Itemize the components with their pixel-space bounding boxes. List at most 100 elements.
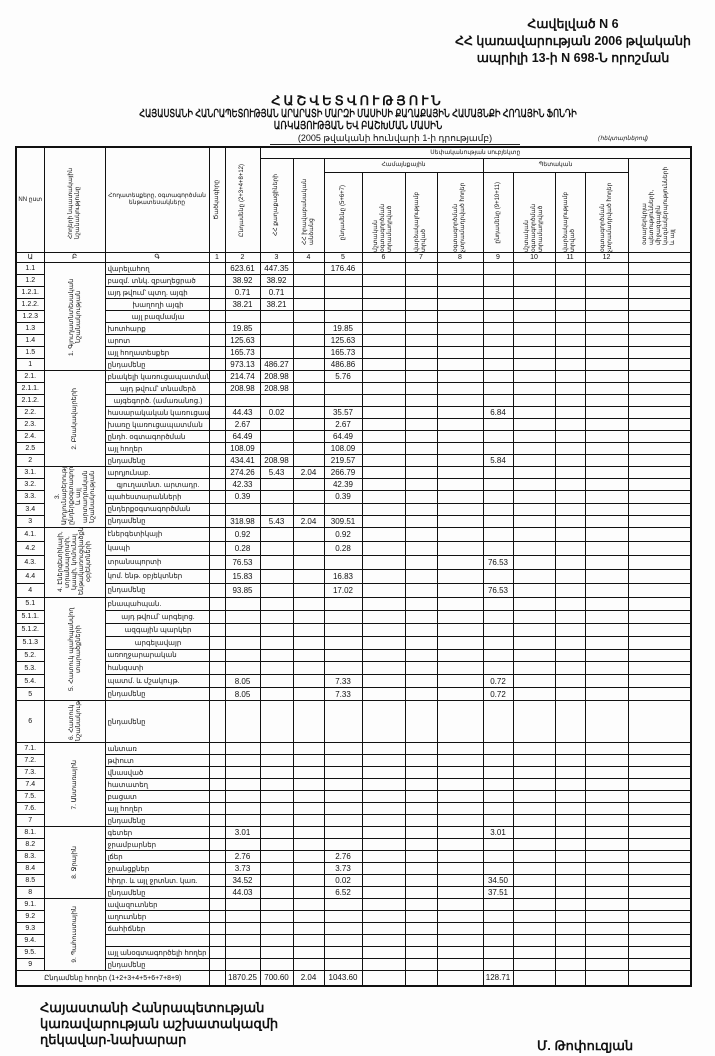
row-number: 9.2 bbox=[15, 910, 45, 924]
value-cell-col-3 bbox=[292, 814, 325, 828]
land-type-name: լճեր bbox=[104, 850, 210, 864]
value-cell-col-5 bbox=[361, 922, 406, 936]
value-cell-col-10 bbox=[554, 430, 586, 443]
value-cell-col-4 bbox=[323, 946, 363, 960]
value-cell-col-12 bbox=[627, 298, 692, 311]
land-type-name: խաղողի այգի bbox=[104, 298, 210, 311]
value-cell-col-7 bbox=[436, 661, 484, 676]
value-cell-col-6 bbox=[404, 490, 438, 504]
value-cell-col-8 bbox=[482, 958, 514, 972]
header-col-2: ՀՀ քաղաքացիների bbox=[259, 158, 294, 253]
row-number: 7 bbox=[15, 814, 45, 828]
value-cell-col-5 bbox=[361, 454, 406, 467]
land-type-name: ճահիճներ bbox=[104, 922, 210, 936]
value-cell-col-12 bbox=[627, 910, 692, 924]
land-type-name: պատմ. և մշակույթ. bbox=[104, 674, 210, 689]
value-cell-col-9 bbox=[512, 358, 556, 371]
value-cell-col-2 bbox=[259, 568, 294, 584]
land-type-name: աղուտներ bbox=[104, 910, 210, 924]
value-cell-col-11 bbox=[584, 958, 629, 972]
value-cell-col-6 bbox=[404, 874, 438, 888]
value-cell-col-7 bbox=[436, 286, 484, 299]
value-cell-col-8 bbox=[482, 346, 514, 359]
value-cell-col-1: 38.92 bbox=[224, 274, 261, 287]
value-cell-col-6 bbox=[404, 850, 438, 864]
value-cell-col-4 bbox=[323, 382, 363, 395]
total-value-col-11 bbox=[584, 970, 629, 987]
value-cell-col-5 bbox=[361, 418, 406, 431]
value-cell-col-12 bbox=[627, 442, 692, 455]
value-cell-col-5 bbox=[361, 502, 406, 516]
value-cell-col-8: 3.01 bbox=[482, 826, 514, 840]
value-cell-col-3 bbox=[292, 394, 325, 407]
value-cell-col-9 bbox=[512, 622, 556, 637]
table-row: 5.1 5. Հատուկ պահպանվող տարածքների բնապահպ… bbox=[15, 596, 692, 702]
value-cell-col-4 bbox=[323, 622, 363, 637]
value-cell-col-12 bbox=[627, 814, 692, 828]
value-cell-col-1 bbox=[224, 596, 261, 611]
value-cell-col-12 bbox=[627, 274, 692, 287]
total-value-col-7 bbox=[436, 970, 484, 987]
value-cell-col-6 bbox=[404, 334, 438, 347]
value-cell-col-10 bbox=[554, 874, 586, 888]
value-cell-col-9 bbox=[512, 322, 556, 335]
code-cell bbox=[208, 934, 226, 948]
value-cell-col-4: 5.76 bbox=[323, 370, 363, 383]
table-row: 4 ընդամենը 93.85 17.02 76.53 bbox=[15, 582, 692, 598]
value-cell-col-10 bbox=[554, 754, 586, 768]
value-cell-col-3 bbox=[292, 478, 325, 492]
header-community-group: Համայնքային bbox=[323, 158, 484, 173]
value-cell-col-4: 0.02 bbox=[323, 874, 363, 888]
code-cell bbox=[208, 687, 226, 702]
column-number: 1 bbox=[208, 252, 226, 263]
value-cell-col-5 bbox=[361, 430, 406, 443]
value-cell-col-1 bbox=[224, 394, 261, 407]
value-cell-col-3 bbox=[292, 958, 325, 972]
value-cell-col-9 bbox=[512, 958, 556, 972]
table-row: 6 6. Հատուկ նշանակության ընդամենը bbox=[15, 700, 692, 744]
value-cell-col-2 bbox=[259, 346, 294, 359]
value-cell-col-6 bbox=[404, 502, 438, 516]
land-type-name: անտառ bbox=[104, 742, 210, 756]
value-cell-col-12 bbox=[627, 358, 692, 371]
row-number: 2.4. bbox=[15, 430, 45, 443]
value-cell-col-10 bbox=[554, 674, 586, 689]
value-cell-col-4: 176.46 bbox=[323, 262, 363, 275]
value-cell-col-5 bbox=[361, 370, 406, 383]
value-cell-col-12 bbox=[627, 754, 692, 768]
land-type-name: հիդր. և այլ ջրտնտ. կառ. bbox=[104, 874, 210, 888]
value-cell-col-8 bbox=[482, 370, 514, 383]
value-cell-col-2: 5.43 bbox=[259, 514, 294, 528]
value-cell-col-11 bbox=[584, 490, 629, 504]
value-cell-col-4 bbox=[323, 554, 363, 570]
value-cell-col-4 bbox=[323, 502, 363, 516]
value-cell-col-2 bbox=[259, 886, 294, 900]
value-cell-col-12 bbox=[627, 886, 692, 900]
value-cell-col-6 bbox=[404, 648, 438, 663]
table-row: 8.5 հիդր. և այլ ջրտնտ. կառ. 34.52 0.02 34.50 bbox=[15, 874, 692, 888]
land-type-name: ընդհ. օգտագործման bbox=[104, 430, 210, 443]
value-cell-col-6 bbox=[404, 687, 438, 702]
value-cell-col-2 bbox=[259, 874, 294, 888]
value-cell-col-1: 973.13 bbox=[224, 358, 261, 371]
row-number: 2.3. bbox=[15, 418, 45, 431]
row-number: 4.2 bbox=[15, 540, 45, 556]
row-number: 8.2 bbox=[15, 838, 45, 852]
value-cell-col-3 bbox=[292, 262, 325, 275]
table-row: 1.1 1. Գյուղատնտեսական նշանակության վարելա… bbox=[15, 262, 692, 371]
annex-line-2: ՀՀ կառավարության 2006 թվականի bbox=[455, 34, 691, 48]
value-cell-col-5 bbox=[361, 394, 406, 407]
value-cell-col-2 bbox=[259, 648, 294, 663]
row-number: 9.1. bbox=[15, 898, 45, 912]
land-type-name: այդ թվում՝ պտղ. այգի bbox=[104, 286, 210, 299]
value-cell-col-1 bbox=[224, 609, 261, 624]
value-cell-col-2 bbox=[259, 490, 294, 504]
value-cell-col-3 bbox=[292, 742, 325, 756]
value-cell-col-3 bbox=[292, 661, 325, 676]
value-cell-col-10 bbox=[554, 286, 586, 299]
row-number: 8 bbox=[15, 886, 45, 900]
land-type-name: ընդամենը bbox=[104, 958, 210, 972]
value-cell-col-8 bbox=[482, 838, 514, 852]
total-value-col-4: 1043.60 bbox=[323, 970, 363, 987]
value-cell-col-6 bbox=[404, 674, 438, 689]
